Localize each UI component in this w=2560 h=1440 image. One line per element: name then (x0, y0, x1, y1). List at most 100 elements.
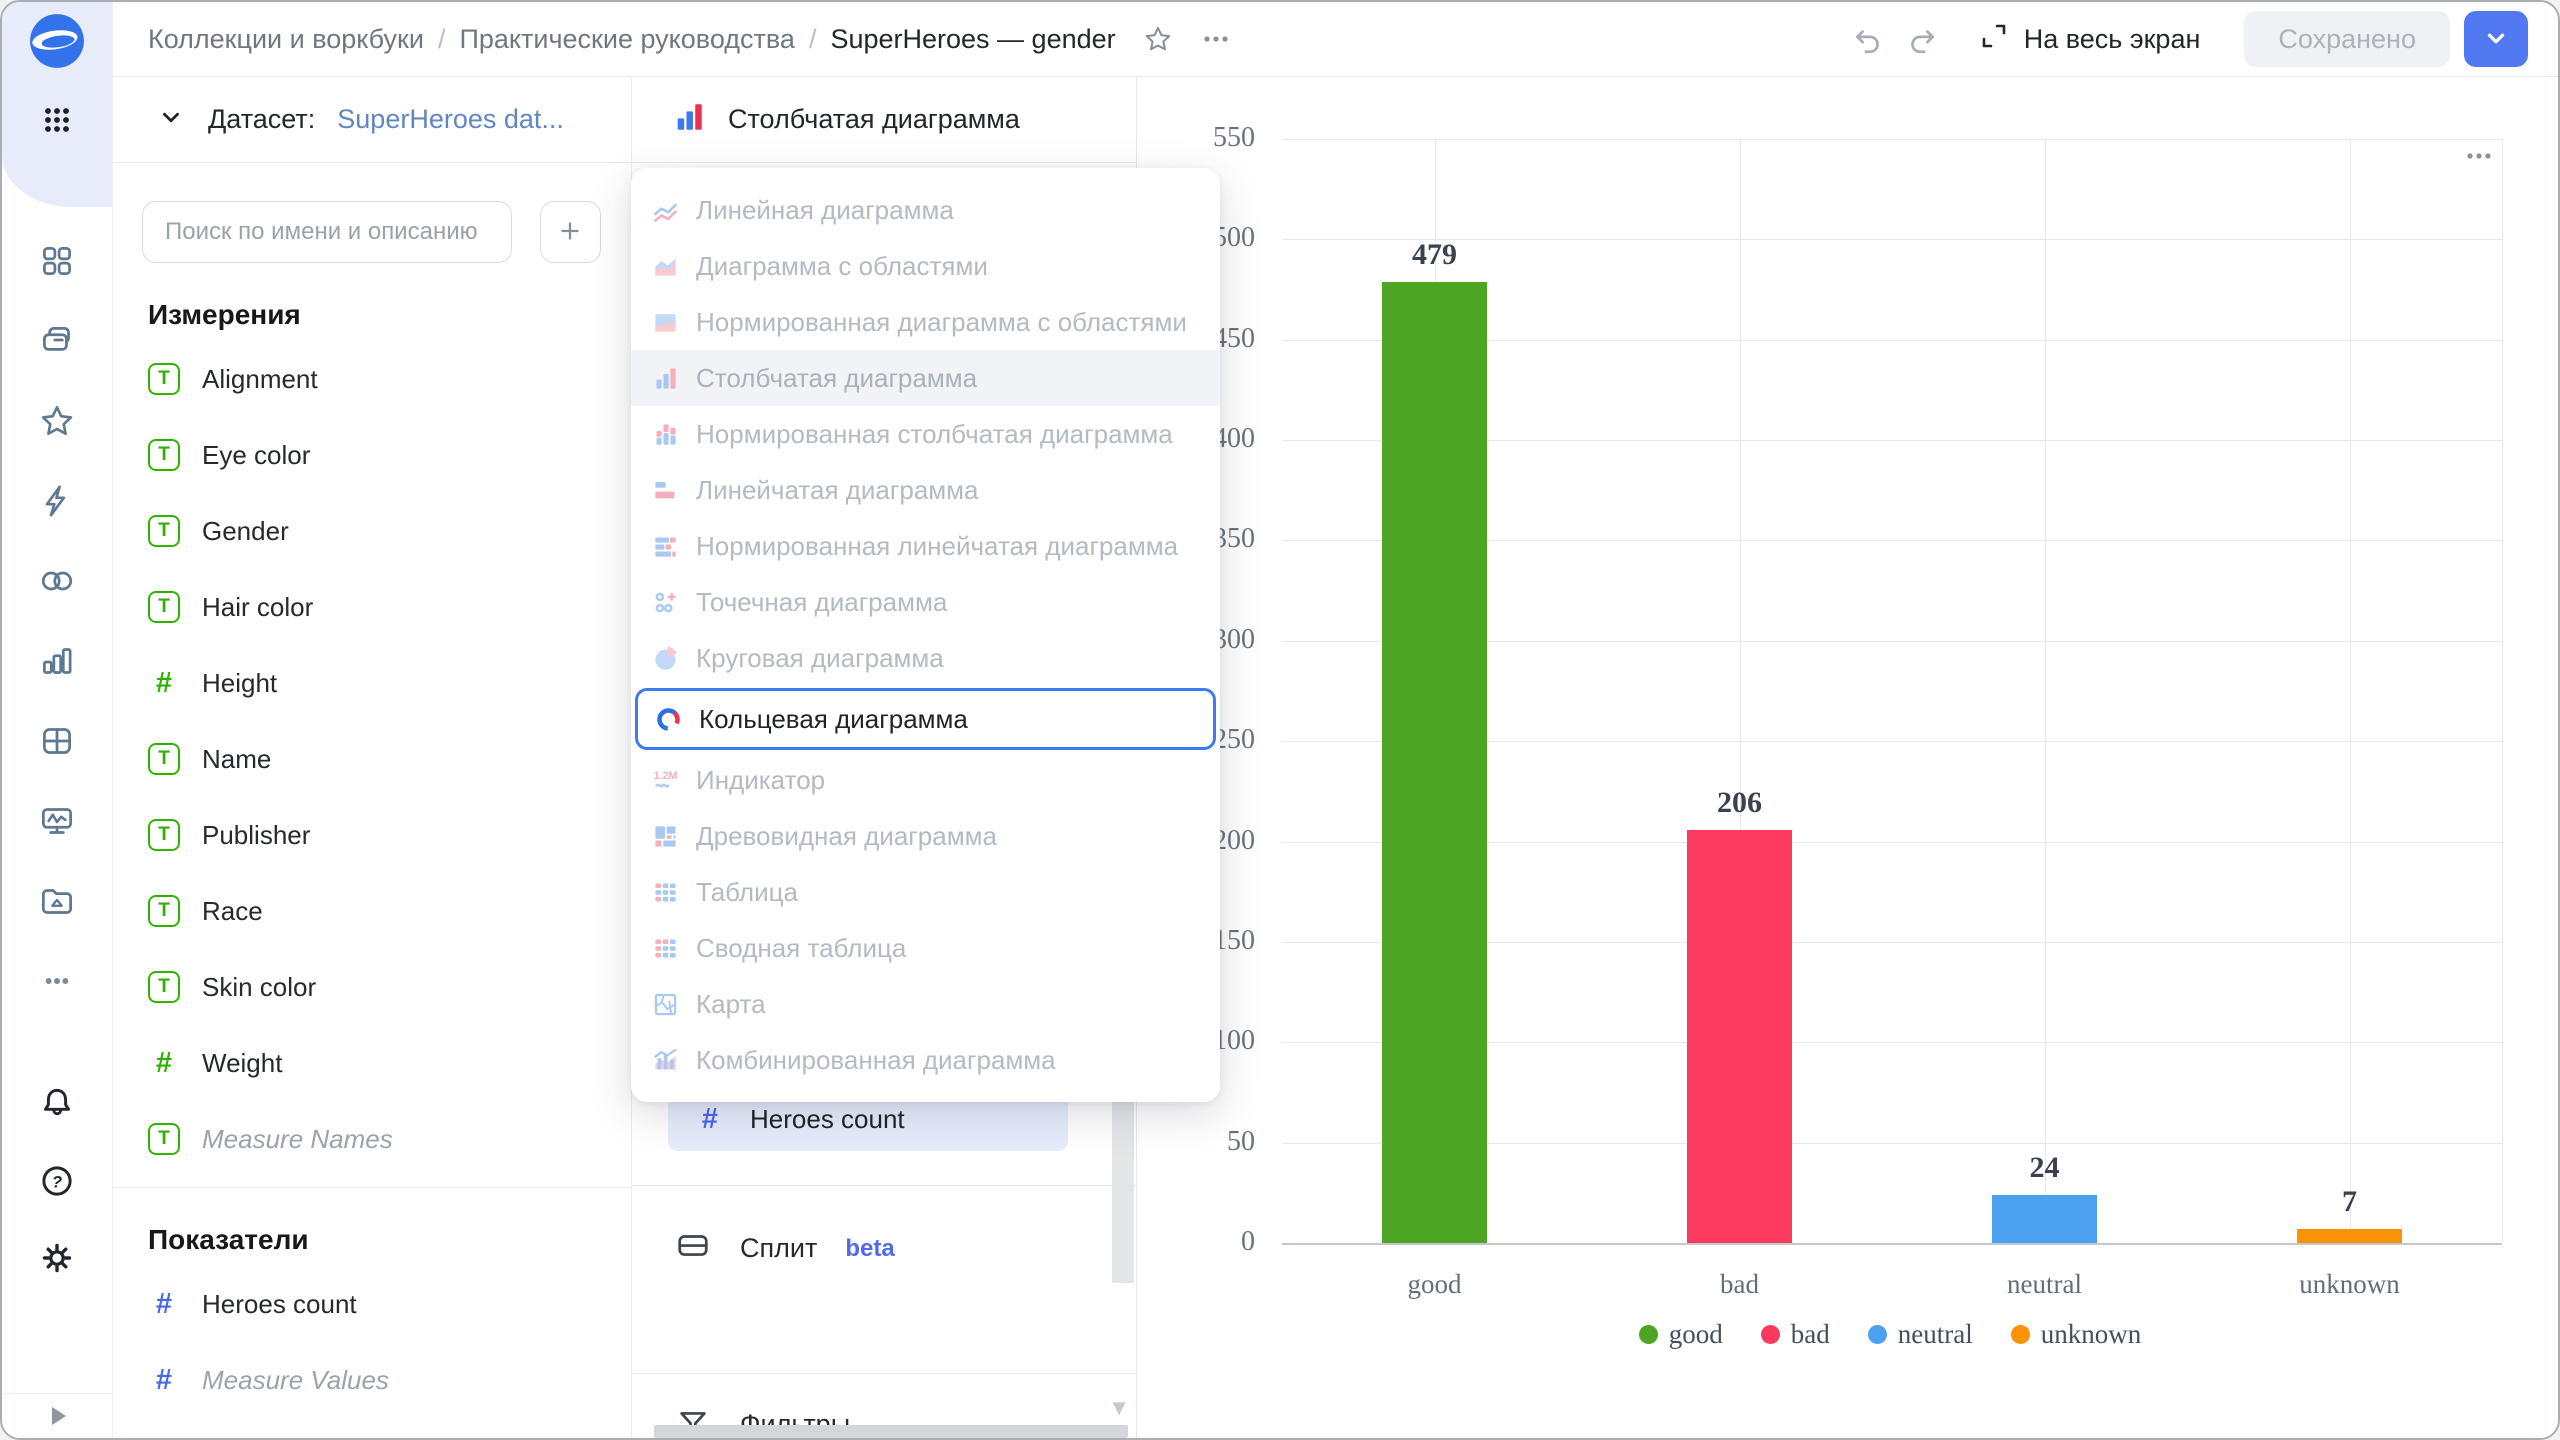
chart-type-option[interactable]: Столбчатая диаграмма (631, 350, 1220, 406)
field-item[interactable]: T Publisher (142, 797, 601, 873)
y-axis-tick-label: 550 (1213, 122, 1255, 153)
breadcrumb-separator: / (808, 23, 817, 54)
table-icon (652, 879, 679, 906)
undo-icon[interactable] (1848, 19, 1888, 59)
lightning-icon[interactable] (36, 480, 78, 522)
chart-type-option[interactable]: 1.2M Индикатор (631, 752, 1220, 808)
settings-icon[interactable] (37, 1238, 77, 1278)
legend-label: unknown (2040, 1319, 2142, 1349)
text-field-icon: T (148, 743, 180, 775)
field-item[interactable]: T Hair color (142, 569, 601, 645)
fullscreen-button[interactable]: На весь экран (1972, 19, 2207, 60)
help-icon[interactable]: ? (36, 1160, 78, 1202)
gridline (1282, 239, 2502, 241)
add-field-button[interactable] (539, 201, 601, 263)
chart-bar-neutral[interactable] (1992, 1194, 2097, 1243)
chart-type-header[interactable]: Столбчатая диаграмма (632, 77, 1136, 163)
field-label: Heroes count (202, 1288, 357, 1319)
star-icon-nav[interactable] (36, 400, 78, 442)
collections-icon[interactable] (36, 320, 78, 362)
treemap-icon (652, 823, 679, 850)
gridline (1282, 440, 2502, 442)
chart-type-option[interactable]: Линейная диаграмма (631, 182, 1220, 238)
field-label: Skin color (202, 971, 317, 1002)
y-axis-tick-label: 250 (1213, 724, 1255, 756)
breadcrumb-link[interactable]: Коллекции и воркбуки (148, 23, 424, 54)
field-item[interactable]: T Alignment (142, 341, 601, 417)
legend-item[interactable]: neutral (1867, 1319, 1973, 1350)
breadcrumb-link[interactable]: Практические руководства (459, 23, 795, 54)
chart-type-option-label: Древовидная диаграмма (696, 820, 997, 851)
chart-type-option[interactable]: Точечная диаграмма (631, 574, 1220, 630)
ellipsis-icon[interactable] (1196, 19, 1236, 59)
save-menu-button[interactable] (2464, 11, 2528, 67)
field-item[interactable]: T Eye color (142, 417, 601, 493)
datasets-icon[interactable] (36, 720, 78, 762)
expand-icon[interactable] (40, 1399, 74, 1433)
search-input[interactable] (142, 201, 512, 263)
field-item[interactable]: T Race (142, 873, 601, 949)
saved-button[interactable]: Сохранено (2244, 11, 2450, 67)
favorite-star-icon[interactable] (1138, 19, 1178, 59)
normalized-bar-chart-icon (652, 421, 679, 448)
x-axis-category-label: unknown (2299, 1269, 2400, 1299)
number-field-icon: # (155, 1288, 173, 1320)
connections-icon[interactable] (36, 560, 78, 602)
bar-chart-icon (652, 365, 679, 392)
field-label: Hair color (202, 591, 314, 622)
scroll-down-arrow-icon[interactable]: ▼ (1108, 1395, 1130, 1420)
monitoring-icon[interactable] (36, 800, 78, 842)
field-item[interactable]: # Height (142, 645, 601, 721)
chart-type-option[interactable]: Карта (631, 976, 1220, 1032)
chart-type-option[interactable]: Диаграмма с областями (631, 238, 1220, 294)
section-divider (112, 1187, 631, 1188)
chart-type-option[interactable]: Линейчатая диаграмма (631, 462, 1220, 518)
number-field-icon: # (701, 1103, 719, 1135)
text-field-icon: T (148, 819, 180, 851)
breadcrumb: Коллекции и воркбуки / Практические руково… (148, 24, 1116, 55)
chart-bar-unknown[interactable] (2297, 1228, 2402, 1243)
field-item[interactable]: T Name (142, 721, 601, 797)
pie-chart-icon (652, 645, 679, 672)
field-item[interactable]: # Measure Values (142, 1342, 601, 1418)
chart-type-option[interactable]: Нормированная диаграмма с областями (631, 294, 1220, 350)
chart-bar-good[interactable] (1382, 281, 1487, 1243)
field-item[interactable]: T Measure Names (142, 1101, 601, 1177)
horizontal-scrollbar[interactable] (654, 1425, 1128, 1438)
vertical-scrollbar-thumb[interactable] (1112, 1095, 1134, 1283)
chart-type-option[interactable]: Таблица (631, 864, 1220, 920)
chart-type-option[interactable]: Круговая диаграмма (631, 630, 1220, 686)
topbar: Коллекции и воркбуки / Практические руково… (112, 2, 2558, 77)
text-field-icon: T (148, 363, 180, 395)
datalens-logo[interactable] (28, 12, 86, 70)
chart-type-option[interactable]: Древовидная диаграмма (631, 808, 1220, 864)
legend-item[interactable]: good (1638, 1319, 1723, 1350)
field-item[interactable]: T Gender (142, 493, 601, 569)
chart-type-option[interactable]: Сводная таблица (631, 920, 1220, 976)
redo-icon[interactable] (1902, 19, 1942, 59)
dataset-name-link[interactable]: SuperHeroes dat... (337, 104, 564, 134)
chart-bar-bad[interactable] (1687, 829, 1792, 1243)
chart-type-option[interactable]: Комбинированная диаграмма (631, 1032, 1220, 1088)
more-icon[interactable] (36, 960, 78, 1002)
legend-item[interactable]: bad (1760, 1319, 1830, 1350)
legend-label: good (1668, 1319, 1723, 1349)
chart-type-option[interactable]: Нормированная столбчатая диаграмма (631, 406, 1220, 462)
legend-item[interactable]: unknown (2010, 1319, 2142, 1350)
chart-type-option-label: Точечная диаграмма (696, 586, 948, 617)
field-item[interactable]: T Skin color (142, 949, 601, 1025)
charts-icon[interactable] (36, 640, 78, 682)
apps-grid-icon[interactable] (37, 100, 77, 140)
split-section[interactable]: Сплит beta (674, 1227, 895, 1270)
field-item[interactable]: # Weight (142, 1025, 601, 1101)
bell-icon[interactable] (36, 1082, 78, 1124)
chart-type-option[interactable]: Кольцевая диаграмма (635, 688, 1216, 750)
chart-menu-icon[interactable] (2462, 139, 2496, 178)
chart-type-option[interactable]: Нормированная линейчатая диаграмма (631, 518, 1220, 574)
dashboard-icon[interactable] (36, 240, 78, 282)
y-axis-tick-label: 50 (1227, 1125, 1255, 1157)
map-icon (652, 991, 679, 1018)
chevron-down-icon[interactable] (156, 102, 186, 137)
field-item[interactable]: # Heroes count (142, 1266, 601, 1342)
storage-icon[interactable] (36, 880, 78, 922)
